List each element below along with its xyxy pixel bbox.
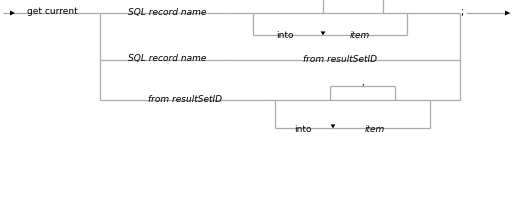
Text: item: item (350, 31, 370, 41)
Text: SQL record name: SQL record name (128, 7, 206, 16)
Polygon shape (10, 10, 15, 16)
Text: into: into (294, 125, 312, 134)
Text: ;: ; (460, 7, 464, 17)
Text: from resultSetID: from resultSetID (303, 54, 377, 63)
Text: item: item (365, 125, 385, 134)
Polygon shape (330, 124, 336, 128)
Polygon shape (321, 31, 325, 35)
Text: get current: get current (27, 7, 77, 16)
Text: SQL record name: SQL record name (128, 54, 206, 63)
Text: into: into (276, 31, 294, 41)
Text: from resultSetID: from resultSetID (148, 94, 222, 104)
Polygon shape (505, 10, 510, 16)
Text: ,: , (361, 78, 364, 87)
